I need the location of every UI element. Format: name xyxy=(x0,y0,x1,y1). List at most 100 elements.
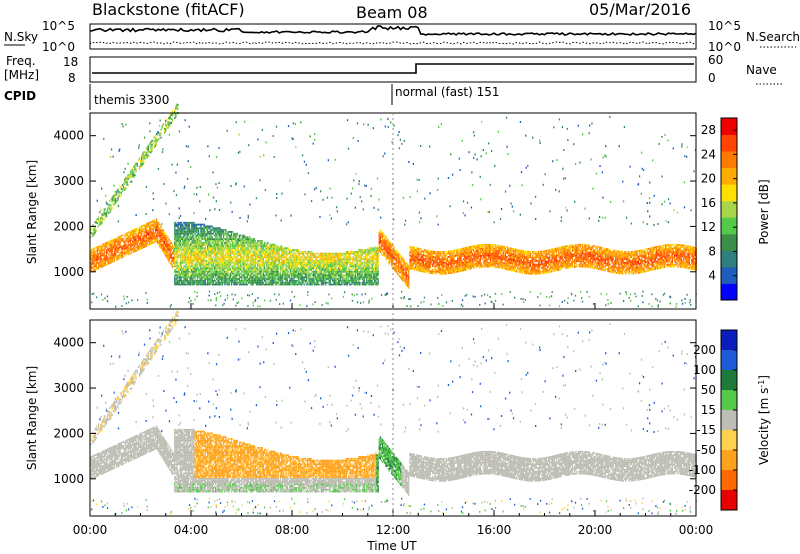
power-cell xyxy=(363,280,366,282)
power-cell xyxy=(379,233,381,235)
power-cell xyxy=(386,245,388,248)
power-cell xyxy=(235,258,237,260)
power-cell xyxy=(300,269,302,271)
power-cell xyxy=(133,232,135,235)
power-cell xyxy=(220,250,222,253)
power-cell xyxy=(228,267,230,270)
power-cell xyxy=(208,256,210,259)
power-cell xyxy=(315,269,317,271)
power-cell xyxy=(196,263,199,266)
power-cell xyxy=(270,258,272,260)
power-cell xyxy=(246,252,249,255)
power-cell xyxy=(296,256,299,259)
power-cell xyxy=(382,241,384,244)
power-cell xyxy=(180,225,183,228)
power-cell xyxy=(292,254,294,257)
power-cell xyxy=(236,274,238,277)
power-cell xyxy=(203,256,205,259)
power-cell xyxy=(162,233,164,235)
power-cell xyxy=(204,274,207,277)
power-cell xyxy=(376,249,378,251)
power-cell xyxy=(254,265,257,268)
power-cell xyxy=(262,281,264,284)
power-cell xyxy=(233,245,235,248)
power-cell xyxy=(227,234,229,237)
power-cell xyxy=(275,269,277,271)
power-cell xyxy=(107,263,109,265)
power-cell xyxy=(357,281,359,284)
power-cell xyxy=(175,234,177,237)
power-cell xyxy=(363,267,366,270)
power-cell xyxy=(275,270,277,273)
power-cell xyxy=(243,245,245,248)
power-cell xyxy=(312,260,314,262)
power-cell xyxy=(269,258,271,260)
power-cell xyxy=(278,261,280,264)
power-cell xyxy=(233,252,235,255)
power-cell xyxy=(224,258,226,260)
power-cell xyxy=(319,254,321,257)
power-cell xyxy=(307,270,309,273)
power-cell xyxy=(197,283,200,286)
power-cell xyxy=(230,278,233,280)
power-cell xyxy=(225,240,227,242)
power-cell xyxy=(149,241,151,244)
power-cell xyxy=(207,260,209,262)
power-cell xyxy=(150,221,152,223)
power-cell xyxy=(183,261,185,264)
power-cell xyxy=(123,239,125,242)
power-cell xyxy=(161,240,163,243)
power-cell xyxy=(262,267,264,270)
power-cell xyxy=(225,245,227,248)
power-cell xyxy=(240,245,242,248)
power-cell xyxy=(371,258,374,260)
power-cell xyxy=(271,281,274,284)
power-cell xyxy=(216,258,218,260)
power-cell xyxy=(200,249,202,251)
power-cell xyxy=(192,227,194,230)
power-cell xyxy=(236,247,238,250)
power-cell xyxy=(167,249,169,252)
power-cell xyxy=(291,250,293,253)
power-cell xyxy=(218,265,220,268)
power-cell xyxy=(146,226,149,229)
power-cell xyxy=(354,258,356,260)
power-cell xyxy=(174,241,176,244)
power-cell xyxy=(141,227,143,230)
power-cell xyxy=(259,276,261,279)
power-cell xyxy=(362,283,364,286)
power-cell xyxy=(237,240,239,242)
power-cell xyxy=(218,281,220,284)
power-cell xyxy=(234,252,236,255)
power-cell xyxy=(241,256,243,259)
power-cell xyxy=(365,274,367,277)
power-cell xyxy=(383,239,385,241)
power-cell xyxy=(242,270,244,273)
power-cell xyxy=(246,245,249,248)
power-cell xyxy=(350,278,352,280)
power-cell xyxy=(262,261,264,264)
power-cell xyxy=(343,270,345,273)
power-cell xyxy=(308,283,310,286)
power-cell xyxy=(130,237,133,240)
power-cell xyxy=(329,280,331,282)
power-cell xyxy=(371,267,374,270)
power-cell xyxy=(213,238,216,240)
power-cell xyxy=(101,254,103,257)
power-cell xyxy=(287,267,289,270)
power-cell xyxy=(275,258,277,260)
power-cell xyxy=(370,249,372,251)
power-cell xyxy=(130,250,133,252)
power-cell xyxy=(391,251,393,253)
power-cell xyxy=(385,254,387,257)
power-cell xyxy=(309,272,311,275)
power-cell xyxy=(107,243,109,245)
power-cell xyxy=(209,243,211,246)
power-cell xyxy=(287,252,289,255)
power-cell xyxy=(284,272,286,275)
power-cell xyxy=(382,235,384,238)
power-cell xyxy=(161,238,163,241)
power-cell xyxy=(250,269,252,271)
power-cell xyxy=(384,249,386,252)
power-cell xyxy=(299,250,301,253)
